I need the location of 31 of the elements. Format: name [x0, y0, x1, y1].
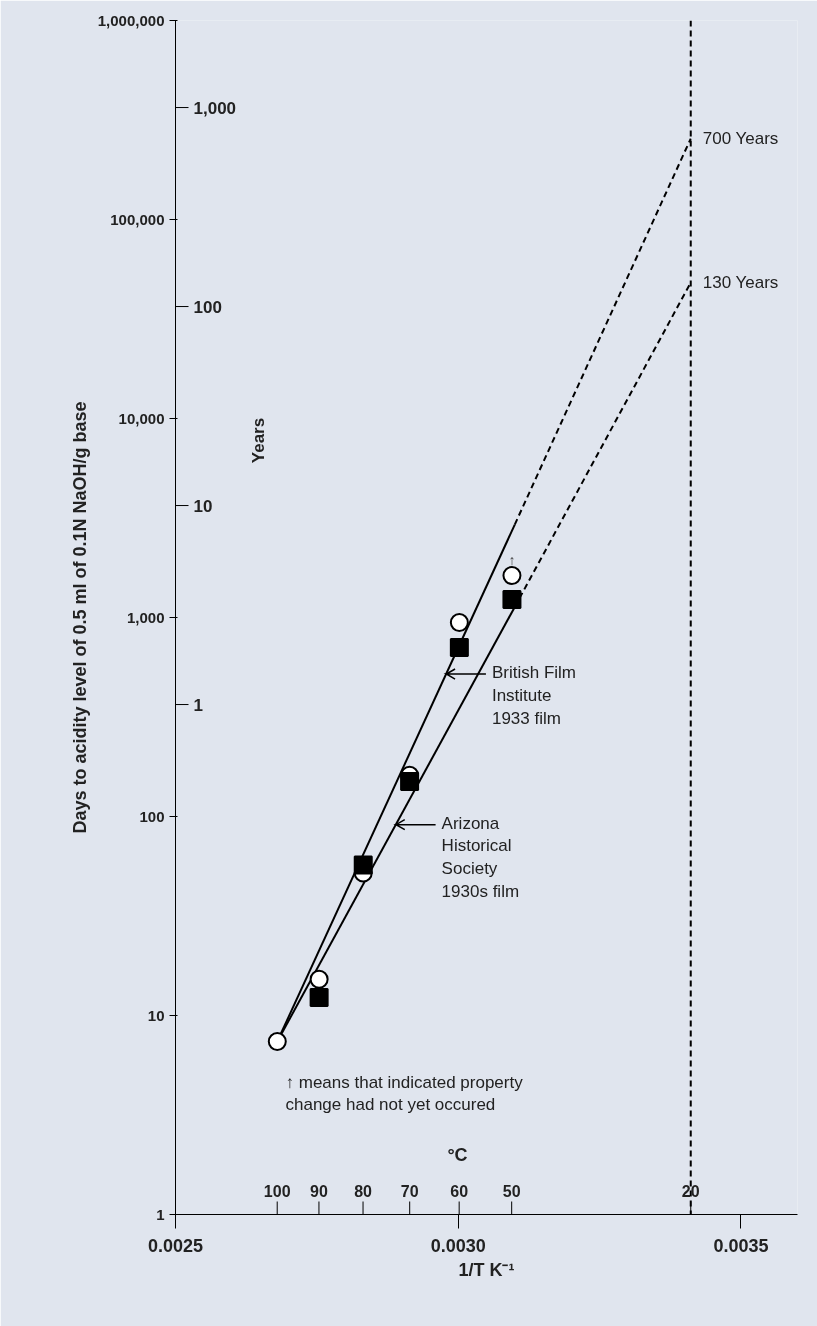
- y-axis-title: Days to acidity level of 0.5 ml of 0.1N NaOH/g base: [69, 401, 90, 834]
- annotation: 90: [310, 1182, 328, 1200]
- annotation: 10: [193, 496, 213, 516]
- annotation: 700 Years: [702, 129, 779, 149]
- y-tick-label: 10: [147, 1006, 165, 1024]
- y-tick-label: 100: [139, 807, 165, 825]
- y-tick-label: 100,000: [110, 210, 165, 228]
- annotation: 1,000: [193, 98, 237, 118]
- x-axis-title: 1/T K⁻¹: [458, 1259, 515, 1280]
- annotation: 1: [193, 695, 203, 715]
- annotation: 50: [502, 1182, 521, 1200]
- y-tick-label: 10,000: [118, 409, 165, 427]
- annotation: 100: [263, 1182, 291, 1200]
- annotation: 70: [400, 1182, 419, 1200]
- y-tick-label: 1,000,000: [97, 11, 165, 29]
- y-tick-label: 1: [156, 1205, 165, 1223]
- annotation: Years: [249, 417, 268, 464]
- annotation: 130 Years: [702, 273, 779, 293]
- annotation: 60: [450, 1182, 469, 1200]
- annotation: ↑: [508, 552, 516, 569]
- y-tick-label: 1,000: [126, 608, 165, 626]
- x-tick-label: 0.0030: [430, 1235, 486, 1256]
- annotation: Arizona Historical Society 1930s film: [441, 813, 520, 902]
- annotation: 20: [681, 1182, 700, 1200]
- annotation: 80: [354, 1182, 373, 1200]
- x-tick-label: 0.0025: [147, 1235, 204, 1256]
- annotation: British Film Institute 1933 film: [491, 663, 576, 728]
- x-tick-label: 0.0035: [713, 1235, 769, 1256]
- annotation: 100: [193, 297, 222, 317]
- annotation: ↑ means that indicated property change had not yet occured: [285, 1072, 524, 1115]
- annotation: °C: [447, 1144, 468, 1165]
